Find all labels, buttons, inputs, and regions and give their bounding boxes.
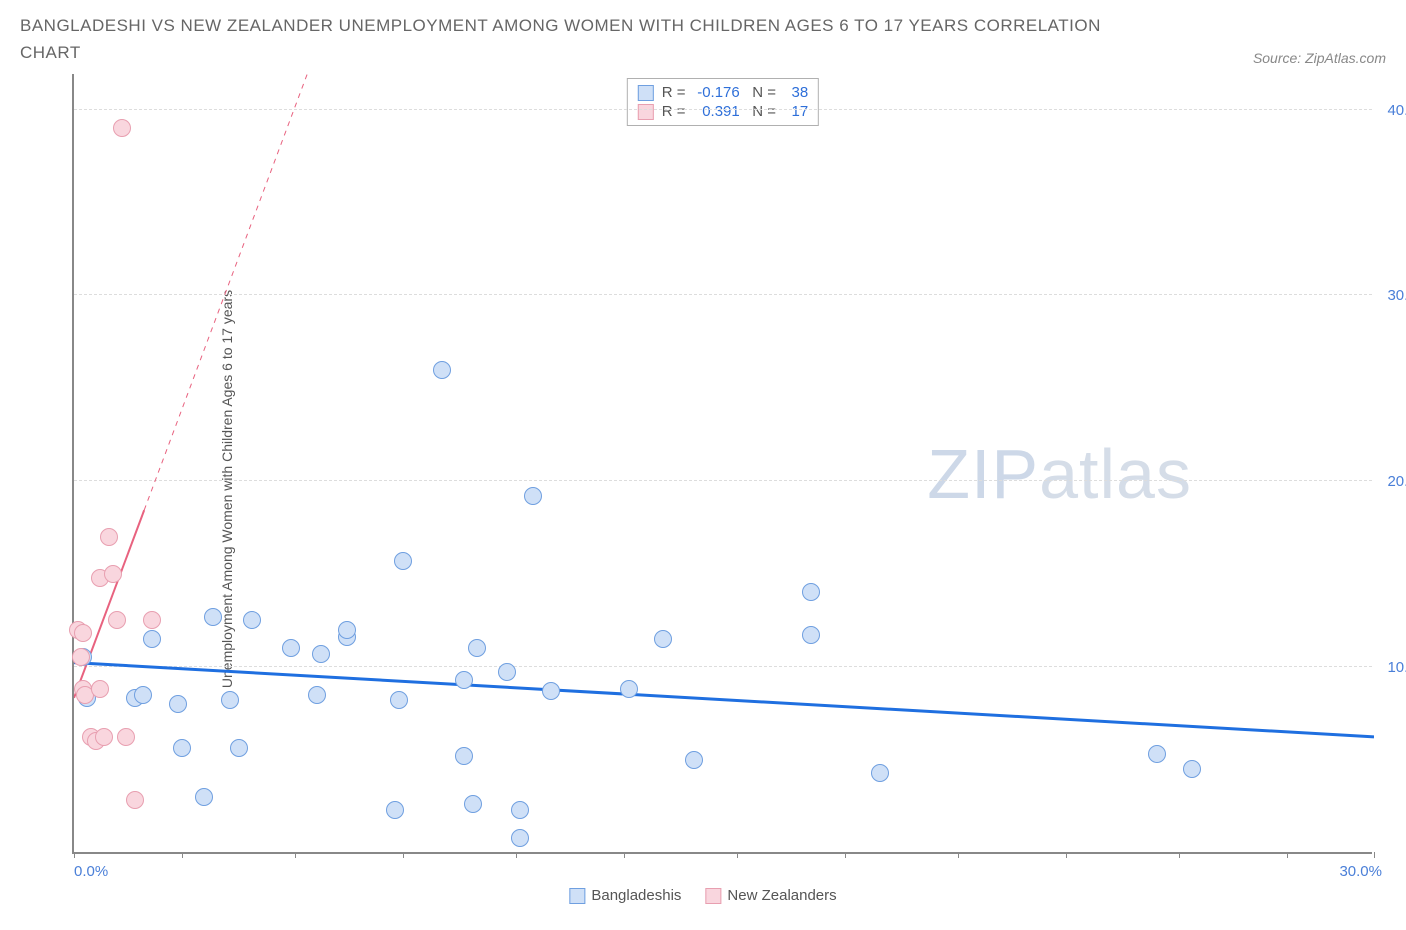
data-point	[433, 361, 451, 379]
data-point	[308, 686, 326, 704]
bottom-legend: Bangladeshis New Zealanders	[569, 887, 836, 904]
x-tick-label: 30.0%	[1339, 863, 1382, 880]
data-point	[72, 648, 90, 666]
legend-swatch	[569, 888, 585, 904]
data-point	[802, 583, 820, 601]
x-tick	[182, 852, 183, 858]
chart-container: Unemployment Among Women with Children A…	[20, 74, 1386, 904]
data-point	[95, 728, 113, 746]
data-point	[169, 695, 187, 713]
x-tick	[1179, 852, 1180, 858]
data-point	[243, 611, 261, 629]
data-point	[74, 624, 92, 642]
data-point	[312, 645, 330, 663]
data-point	[685, 751, 703, 769]
data-point	[1183, 760, 1201, 778]
data-point	[511, 829, 529, 847]
legend-item: Bangladeshis	[569, 887, 681, 904]
plot-area: ZIPatlas R = -0.176 N = 38R = 0.391 N = …	[72, 74, 1372, 854]
x-tick	[1066, 852, 1067, 858]
data-point	[221, 691, 239, 709]
data-point	[126, 791, 144, 809]
x-tick	[624, 852, 625, 858]
data-point	[100, 528, 118, 546]
data-point	[511, 801, 529, 819]
chart-title: BANGLADESHI VS NEW ZEALANDER UNEMPLOYMEN…	[20, 12, 1120, 66]
data-point	[386, 801, 404, 819]
data-point	[498, 663, 516, 681]
x-tick	[845, 852, 846, 858]
y-tick-label: 30.0%	[1387, 287, 1406, 304]
data-point	[282, 639, 300, 657]
legend-label: New Zealanders	[727, 887, 836, 904]
trendlines	[74, 72, 1374, 852]
data-point	[195, 788, 213, 806]
data-point	[394, 552, 412, 570]
x-tick	[295, 852, 296, 858]
legend-label: Bangladeshis	[591, 887, 681, 904]
data-point	[455, 671, 473, 689]
data-point	[143, 630, 161, 648]
data-point	[390, 691, 408, 709]
x-tick-label: 0.0%	[74, 863, 108, 880]
y-tick-label: 40.0%	[1387, 102, 1406, 119]
data-point	[108, 611, 126, 629]
data-point	[204, 608, 222, 626]
data-point	[654, 630, 672, 648]
x-tick	[74, 852, 75, 858]
data-point	[230, 739, 248, 757]
data-point	[524, 487, 542, 505]
y-tick-label: 20.0%	[1387, 473, 1406, 490]
data-point	[1148, 745, 1166, 763]
y-tick-label: 10.0%	[1387, 659, 1406, 676]
data-point	[134, 686, 152, 704]
x-tick	[1287, 852, 1288, 858]
data-point	[464, 795, 482, 813]
legend-swatch	[705, 888, 721, 904]
data-point	[104, 565, 122, 583]
data-point	[542, 682, 560, 700]
data-point	[871, 764, 889, 782]
data-point	[113, 119, 131, 137]
data-point	[143, 611, 161, 629]
data-point	[173, 739, 191, 757]
data-point	[338, 621, 356, 639]
x-tick	[516, 852, 517, 858]
data-point	[620, 680, 638, 698]
data-point	[117, 728, 135, 746]
data-point	[455, 747, 473, 765]
source-label: Source: ZipAtlas.com	[1253, 50, 1386, 66]
x-tick	[1374, 852, 1375, 858]
legend-item: New Zealanders	[705, 887, 836, 904]
x-tick	[737, 852, 738, 858]
data-point	[468, 639, 486, 657]
x-tick	[958, 852, 959, 858]
x-tick	[403, 852, 404, 858]
data-point	[91, 680, 109, 698]
data-point	[802, 626, 820, 644]
